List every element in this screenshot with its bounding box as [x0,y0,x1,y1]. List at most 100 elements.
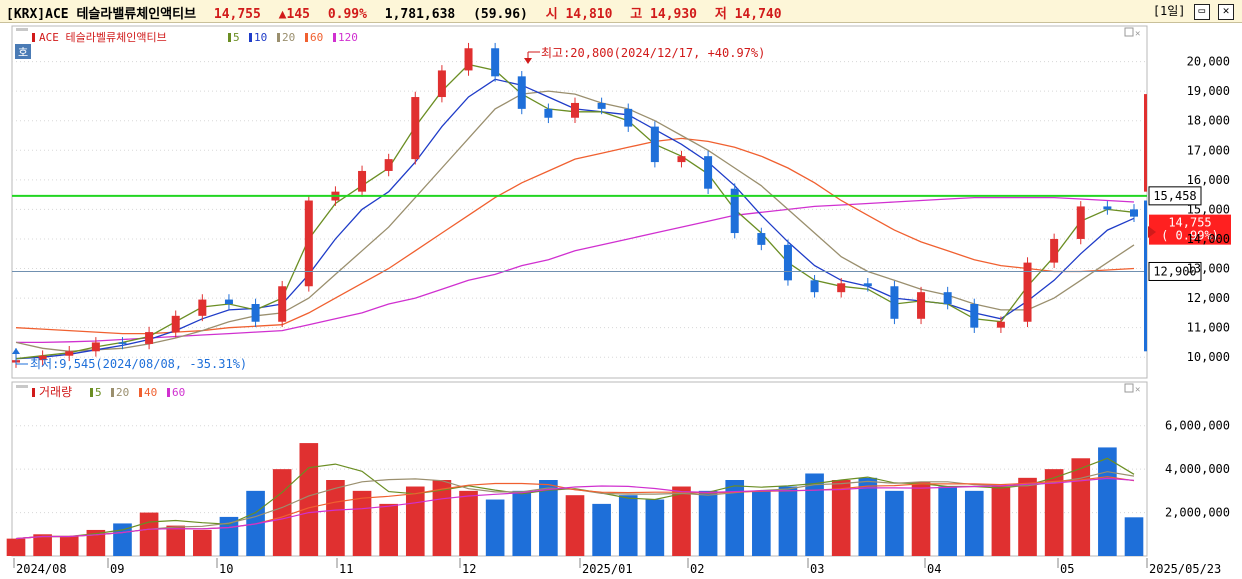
trade-volume: 1,781,638 [384,7,456,22]
candle-body [917,292,926,319]
period-selector[interactable]: [1일] [1152,4,1186,18]
candle-body [1103,206,1112,210]
date-label: 2025/05/23 [1149,562,1221,576]
volume-bar [752,490,771,556]
low-annotation: 최저:9,545(2024/08/08, -35.31%) [12,348,247,371]
candle-body [145,332,154,344]
candle-body [730,188,739,234]
volume-bar [1124,517,1144,556]
panel-handle-icon[interactable] [16,28,28,31]
volume-bar [459,490,478,556]
candle-body [1050,238,1059,263]
current-pct-label: ( 0.99%) [1161,229,1219,243]
date-axis: 2024/08 09 10 11 12 2025/01 02 03 04 05 2025/05/23 [13,558,1221,576]
candle-body [278,286,287,322]
volume-bar [512,490,532,556]
legend-label[interactable]: 5 [233,31,240,44]
volume-tick-label: 6,000,000 [1165,419,1230,433]
date-label: 04 [927,562,941,576]
volume-bar [645,499,665,556]
candle-body [1076,206,1085,239]
legend-swatch [167,388,170,397]
price-tick-label: 12,000 [1187,291,1230,305]
volume-bar [725,480,745,556]
volume-bar [565,495,585,556]
candle-body [118,342,127,344]
restore-window-icon[interactable]: ▭ [1193,3,1210,20]
volume-bar [698,490,718,556]
current-price-marker [1148,226,1156,238]
candle-body [650,126,659,163]
candle-body [91,342,100,352]
candle-body [757,233,766,245]
legend-label[interactable]: 60 [310,31,323,44]
legend-swatch [277,33,280,42]
date-label: 03 [810,562,824,576]
volume-bar [778,486,798,556]
legend-label[interactable]: 40 [144,386,157,399]
candle-body [411,97,420,160]
legend-label[interactable]: 5 [95,386,102,399]
current-price: 14,755 [213,7,261,22]
volume-bar [405,486,425,556]
price-change: ▲145 [278,7,310,22]
range-bar-down [1144,200,1147,352]
panel-close-icon[interactable]: ✕ [1135,29,1140,39]
volume-bar [672,486,691,556]
high-price: 고 14,930 [630,7,698,22]
price-change-pct: 0.99% [327,7,367,22]
candle-body [597,102,606,109]
legend-label[interactable]: 60 [172,386,185,399]
low-price: 저 14,740 [714,7,782,22]
price-tick-label: 16,000 [1187,173,1230,187]
legend-label[interactable]: 10 [254,31,267,44]
price-tick-label: 17,000 [1187,143,1230,157]
candle-body [304,200,313,287]
price-legend: ACE 테슬라벨류체인액티브 5 10 20 60 120 호 ✕ [15,27,1140,59]
volume-panel-close-icon[interactable]: ✕ [1135,385,1140,395]
price-tick-label: 15,000 [1187,202,1230,216]
candle-body [810,280,819,293]
candle-body [970,304,979,328]
candle-body [863,283,872,287]
candle-body [358,170,367,192]
candle-body [544,108,553,118]
close-window-icon[interactable]: ✕ [1218,3,1234,20]
candle-body [491,48,500,77]
volume-bar [1018,477,1037,556]
candle-body [1130,209,1138,217]
legend-swatch [228,33,231,42]
date-label: 05 [1060,562,1074,576]
volume-ma-legend: 5 20 40 60 [90,386,185,399]
volume-panel-maximize-icon[interactable] [1124,383,1134,393]
date-label: 10 [219,562,233,576]
volume-tick-label: 2,000,000 [1165,506,1230,520]
ticker-label: ACE 테슬라벨류체인액티브 [39,31,167,44]
green-line-value-box [1148,186,1202,206]
candle-body [571,102,579,118]
price-axis: 20,000 19,000 18,000 17,000 16,000 15,000 14,0… [1187,55,1230,365]
volume-bar [326,480,345,556]
legend-label[interactable]: 20 [282,31,295,44]
price-tick-label: 13,000 [1187,262,1230,276]
price-tick-label: 10,000 [1187,350,1230,364]
legend-swatch [305,33,308,42]
legend-label[interactable]: 120 [338,31,358,44]
volume-ratio: (59.96) [473,7,528,22]
candle-body [464,48,473,71]
legend-label[interactable]: 20 [116,386,129,399]
volume-bar [59,536,79,556]
panel-maximize-icon[interactable] [1124,27,1134,37]
candle-body [437,70,446,98]
ma-legend: 5 10 20 60 120 [228,31,358,44]
date-label: 09 [110,562,124,576]
volume-panel-handle-icon[interactable] [16,385,28,388]
low-note: 최저:9,545(2024/08/08, -35.31%) [30,357,247,371]
candle-body [384,159,393,171]
reference-lines: 15,458 12,900 14,755( 0.99%) [12,94,1231,352]
candle-body [996,321,1005,328]
volume-bar [1071,458,1091,556]
hoga-badge[interactable] [15,44,31,59]
